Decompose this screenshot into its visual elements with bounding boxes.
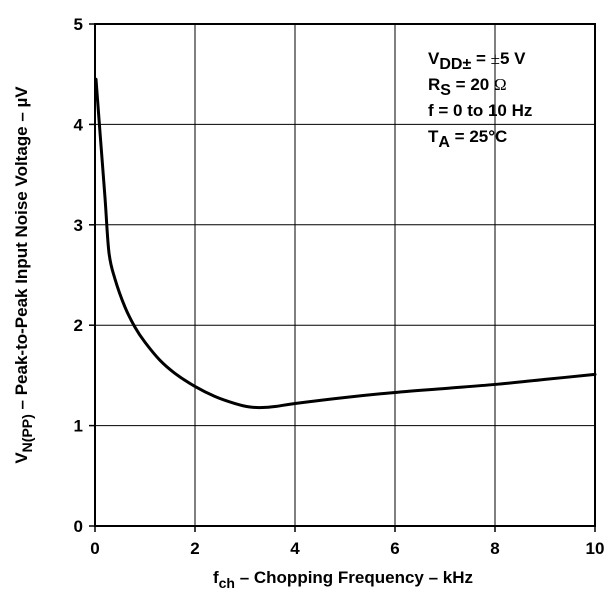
x-tick-label: 10 — [586, 539, 605, 558]
y-tick-label: 5 — [74, 15, 83, 34]
plot-frame — [94, 23, 596, 527]
annotation-source-resistance: RS = 20 Ω — [428, 75, 507, 99]
grid-lines — [89, 23, 596, 532]
y-tick-label: 4 — [74, 115, 84, 134]
conditions-annotation: VDD± = ±5 V RS = 20 Ω f = 0 to 10 Hz TA … — [428, 49, 532, 151]
y-tick-label: 3 — [74, 216, 83, 235]
annotation-temperature: TA = 25°C — [428, 127, 507, 151]
x-tick-label: 0 — [90, 539, 99, 558]
x-tick-label: 8 — [490, 539, 499, 558]
tick-labels: 0 2 4 6 8 10 0 1 2 3 4 5 — [74, 15, 605, 558]
x-axis-title: fch – Chopping Frequency – kHz — [213, 568, 473, 591]
y-tick-label: 0 — [74, 517, 83, 536]
x-tick-label: 4 — [290, 539, 300, 558]
x-tick-label: 2 — [190, 539, 199, 558]
y-axis-title: VN(PP) – Peak-to-Peak Input Noise Voltag… — [12, 86, 35, 464]
noise-voltage-curve — [94, 77, 597, 410]
annotation-bandwidth: f = 0 to 10 Hz — [428, 101, 532, 120]
y-tick-label: 2 — [74, 316, 83, 335]
y-tick-label: 1 — [74, 417, 83, 436]
x-tick-label: 6 — [390, 539, 399, 558]
annotation-supply: VDD± = ±5 V — [428, 49, 526, 73]
